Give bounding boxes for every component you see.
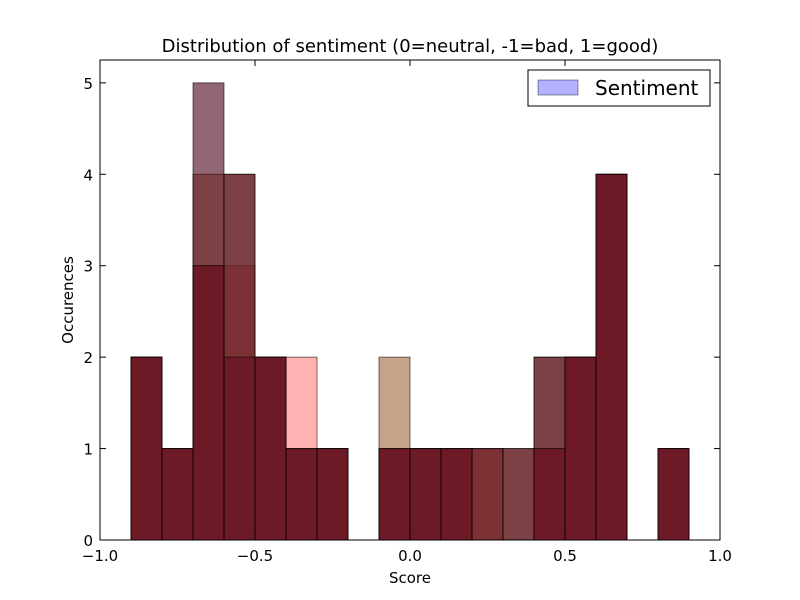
chart-title: Distribution of sentiment (0=neutral, -1… bbox=[162, 36, 659, 57]
y-axis-label: Occurences bbox=[59, 256, 77, 344]
x-tick-label-1: −0.5 bbox=[237, 547, 273, 565]
y-tick-label-4: 4 bbox=[83, 166, 93, 184]
bar-series-3-bin-16 bbox=[595, 173, 628, 541]
bar-series-2-bin-7 bbox=[316, 448, 349, 541]
x-tick-label-0: −1.0 bbox=[82, 547, 118, 565]
bar-series-3-bin-6 bbox=[285, 448, 318, 541]
legend: Sentiment bbox=[527, 69, 711, 107]
bar-series-3-bin-2 bbox=[161, 448, 194, 541]
ticks-layer: −1.0 −0.5 0.0 0.5 1.0 0 1 2 3 4 5 bbox=[82, 60, 732, 565]
y-tick-label-2: 2 bbox=[83, 349, 93, 367]
y-tick-label-1: 1 bbox=[83, 441, 93, 459]
bar-series-3-bin-14 bbox=[533, 448, 566, 541]
bar-series-3-bin-15 bbox=[564, 356, 597, 541]
plot-frame bbox=[99, 59, 721, 541]
bar-series-3-bin-7 bbox=[316, 448, 349, 541]
bar-series-3-bin-9 bbox=[378, 448, 411, 541]
legend-label: Sentiment bbox=[595, 76, 699, 100]
x-tick-label-2: 0.0 bbox=[398, 547, 422, 565]
y-tick-label-5: 5 bbox=[83, 75, 93, 93]
bar-series-3-bin-3 bbox=[192, 265, 225, 541]
legend-box bbox=[527, 69, 711, 107]
bar-series-2-bin-12 bbox=[471, 448, 504, 541]
x-tick-label-3: 0.5 bbox=[553, 547, 577, 565]
y-tick-label-3: 3 bbox=[83, 258, 93, 276]
bar-series-3-bin-5 bbox=[254, 356, 287, 541]
x-tick-label-4: 1.0 bbox=[708, 547, 732, 565]
bar-series-2-bin-13 bbox=[502, 448, 535, 541]
legend-swatch bbox=[537, 79, 579, 96]
bar-series-3-bin-11 bbox=[440, 448, 473, 541]
bar-series-3-bin-10 bbox=[409, 448, 442, 541]
bar-series-3-bin-1 bbox=[130, 356, 163, 541]
bar-series-2-bin-16 bbox=[595, 173, 628, 541]
bars-layer bbox=[130, 82, 690, 541]
x-axis-label: Score bbox=[389, 569, 431, 587]
bar-series-3-bin-4 bbox=[223, 356, 256, 541]
y-tick-label-0: 0 bbox=[83, 532, 93, 550]
bar-series-3-bin-18 bbox=[657, 448, 690, 541]
